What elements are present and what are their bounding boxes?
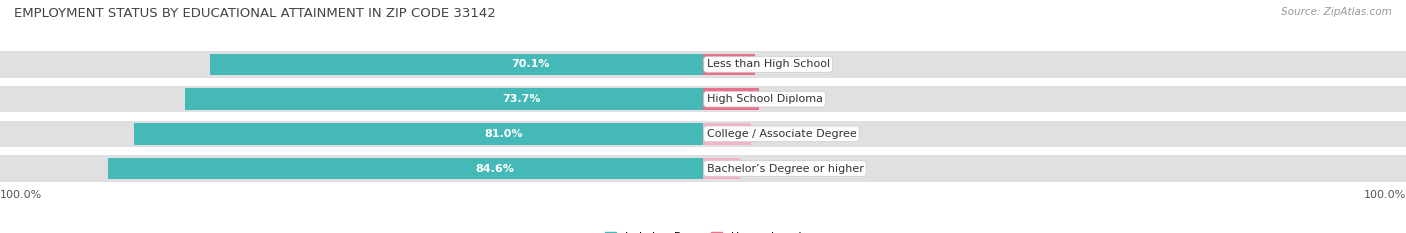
Text: 7.9%: 7.9% xyxy=(769,94,797,104)
Legend: In Labor Force, Unemployed: In Labor Force, Unemployed xyxy=(605,232,801,233)
Text: 7.4%: 7.4% xyxy=(765,59,794,69)
Bar xyxy=(0,86,1406,112)
Text: 100.0%: 100.0% xyxy=(1364,190,1406,200)
Text: Source: ZipAtlas.com: Source: ZipAtlas.com xyxy=(1281,7,1392,17)
Bar xyxy=(134,123,703,145)
Text: 81.0%: 81.0% xyxy=(485,129,523,139)
Text: 73.7%: 73.7% xyxy=(502,94,541,104)
Text: Bachelor’s Degree or higher: Bachelor’s Degree or higher xyxy=(707,164,863,174)
Text: High School Diploma: High School Diploma xyxy=(707,94,823,104)
Bar xyxy=(703,54,755,75)
Text: EMPLOYMENT STATUS BY EDUCATIONAL ATTAINMENT IN ZIP CODE 33142: EMPLOYMENT STATUS BY EDUCATIONAL ATTAINM… xyxy=(14,7,496,20)
Text: 100.0%: 100.0% xyxy=(0,190,42,200)
Text: Less than High School: Less than High School xyxy=(707,59,830,69)
Text: 84.6%: 84.6% xyxy=(475,164,515,174)
Text: 70.1%: 70.1% xyxy=(512,59,550,69)
Bar xyxy=(0,155,1406,182)
Bar xyxy=(108,158,703,179)
Bar xyxy=(703,123,751,145)
Bar xyxy=(703,88,759,110)
Text: 5.3%: 5.3% xyxy=(751,164,779,174)
Bar xyxy=(186,88,703,110)
Text: College / Associate Degree: College / Associate Degree xyxy=(707,129,856,139)
Bar xyxy=(0,121,1406,147)
Bar xyxy=(211,54,703,75)
Text: 6.8%: 6.8% xyxy=(762,129,790,139)
Bar xyxy=(703,158,741,179)
Bar xyxy=(0,51,1406,78)
